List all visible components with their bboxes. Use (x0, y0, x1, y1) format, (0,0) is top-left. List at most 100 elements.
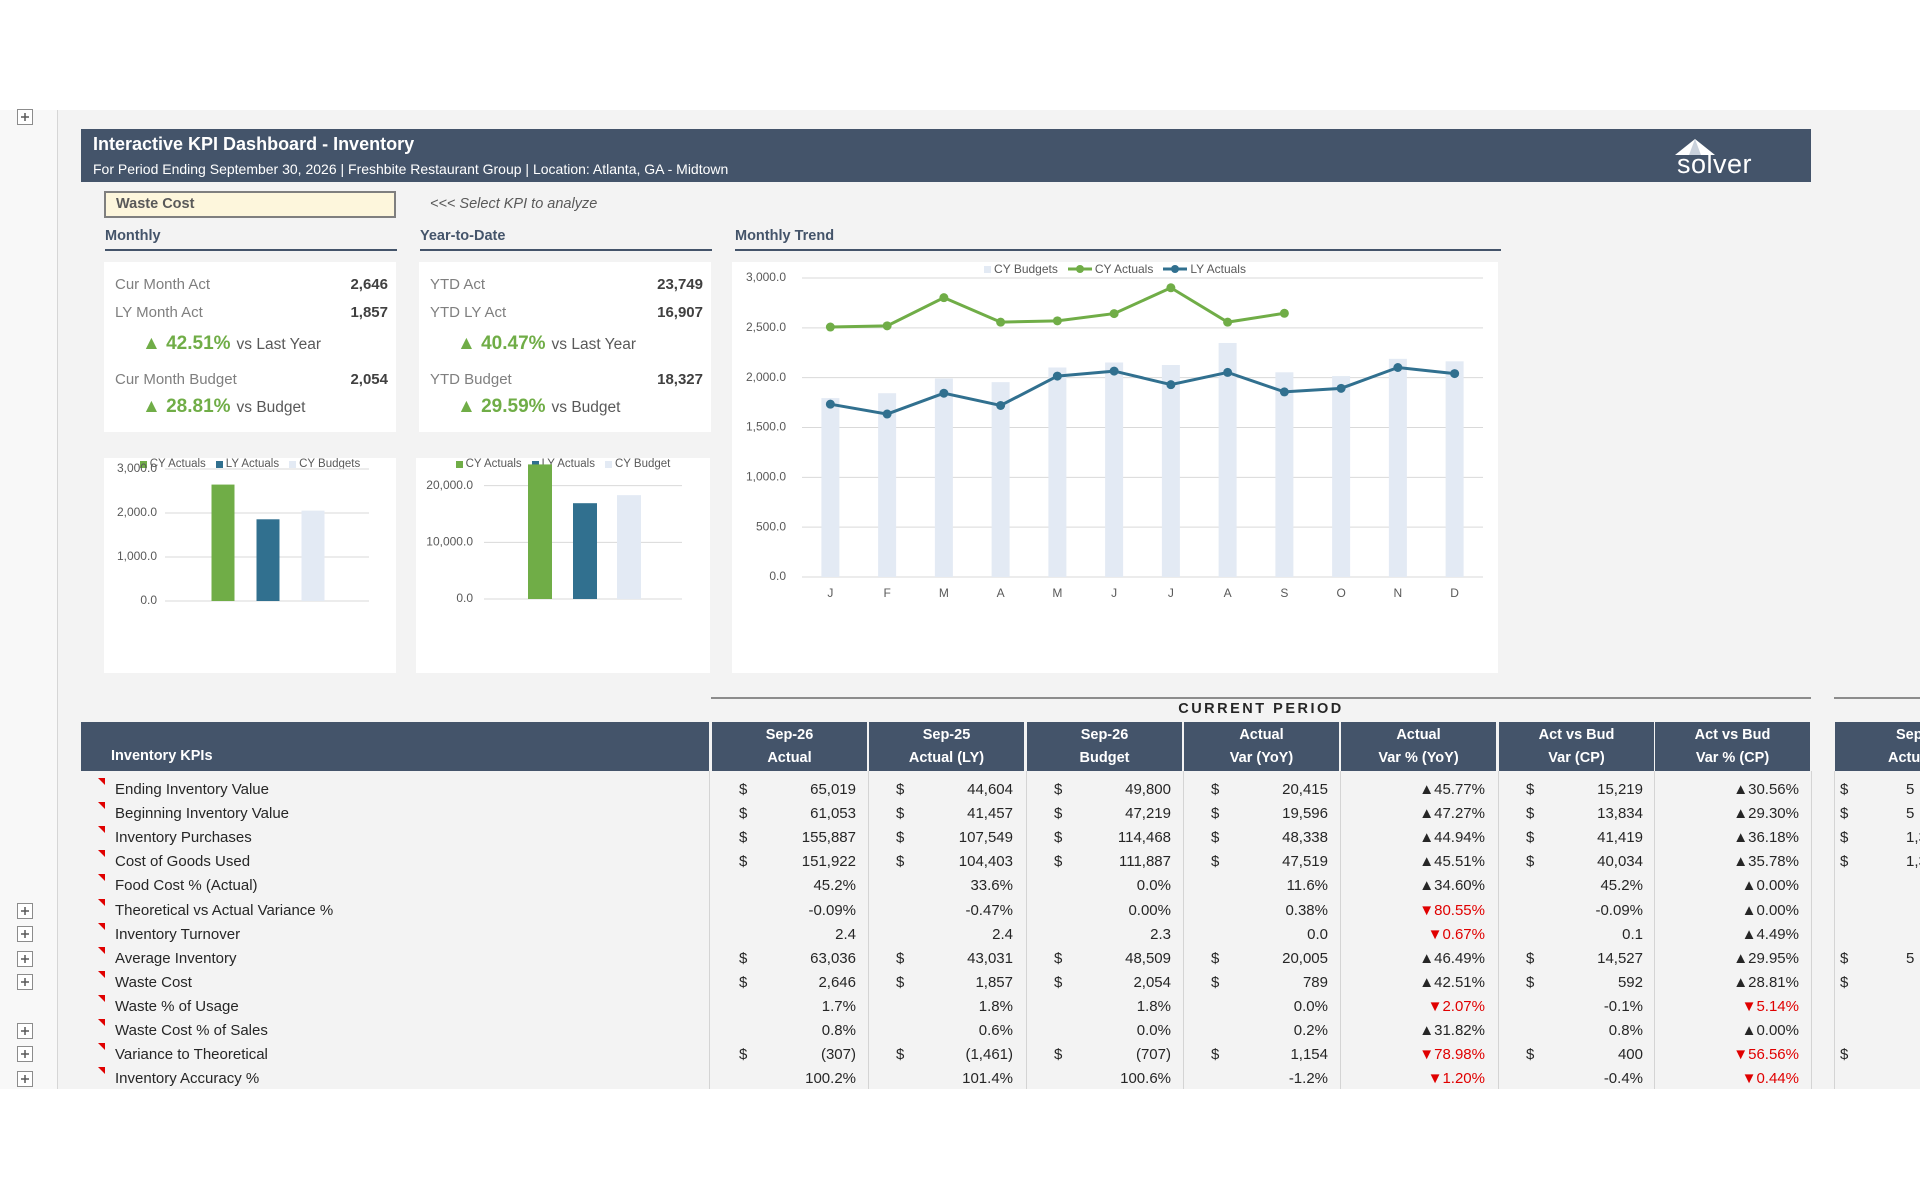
line-series (830, 365, 1455, 416)
currency-symbol: $ (1211, 829, 1220, 847)
plus-icon (21, 1050, 29, 1058)
x-tick-label: J (1168, 586, 1174, 600)
legend-label: CY Budgets (994, 262, 1058, 276)
outline-expand-button[interactable] (17, 903, 33, 919)
legend: CY Budgets CY Actuals LY Actuals (732, 262, 1498, 276)
currency-symbol: $ (1054, 781, 1063, 798)
row-label: Variance to Theoretical (115, 1046, 268, 1064)
period-rule (711, 697, 1811, 699)
cell-value: 2,646 (818, 973, 856, 991)
period-rule (1834, 697, 1920, 699)
column-divider (1498, 771, 1499, 1089)
y-tick-label: 1,500.0 (746, 420, 786, 434)
row-label: Food Cost % (Actual) (115, 877, 258, 895)
cell-value: ▲4.49% (1741, 925, 1799, 943)
cell-value: ▼0.67% (1427, 925, 1485, 943)
legend-item: LY Actuals (531, 458, 595, 470)
table-header-cell: Sep-25 Actual (LY) (869, 722, 1024, 771)
row-label: Ending Inventory Value (115, 781, 269, 798)
x-tick-label: A (1224, 586, 1232, 600)
bar (1161, 365, 1180, 577)
header-bar: Interactive KPI Dashboard - Inventory Fo… (81, 129, 1811, 182)
line-marker (1166, 283, 1176, 293)
bar (301, 510, 325, 601)
legend-item: CY Budget (604, 458, 670, 470)
legend-label: CY Actuals (149, 458, 206, 470)
cell-value: 0.0% (1136, 877, 1171, 895)
comment-indicator (98, 946, 105, 954)
plus-icon (21, 930, 29, 938)
column-header-bottom: Var % (CP) (1695, 750, 1770, 766)
table-header-cell: Act vs Bud Var % (CP) (1655, 722, 1810, 771)
y-tick-label: 0.0 (456, 591, 473, 605)
legend-swatch (289, 460, 297, 468)
y-tick-label: 3,000.0 (746, 270, 786, 284)
row-label: Beginning Inventory Value (115, 805, 290, 823)
cell-value: (707) (1135, 1046, 1171, 1064)
legend-item: CY Budgets (984, 262, 1058, 276)
kpi-value: 2,646 (350, 276, 388, 293)
currency-symbol: $ (1526, 1046, 1535, 1064)
currency-symbol: $ (1526, 829, 1535, 847)
cell-value: 100.2% (805, 1070, 856, 1088)
currency-symbol: $ (1054, 805, 1063, 823)
currency-symbol: $ (739, 973, 748, 991)
line-marker (939, 293, 949, 303)
cell-value: 41,419 (1597, 829, 1643, 847)
kpi-comparison: ▲ 29.59% vs Budget (457, 396, 620, 418)
outline-expand-button[interactable] (17, 1023, 33, 1039)
cell-value: ▲30.56% (1733, 781, 1799, 798)
kpi-change: ▲ 42.51% (142, 333, 231, 354)
comment-triangle (98, 922, 105, 930)
outline-expand-button[interactable] (17, 974, 33, 990)
outline-expand-button[interactable] (17, 1071, 33, 1087)
kpi-selector[interactable]: Waste Cost (104, 191, 396, 218)
bar (1332, 376, 1351, 577)
y-tick-label: 1,000.0 (746, 470, 786, 484)
comment-indicator (98, 1043, 105, 1051)
currency-symbol: $ (1526, 805, 1535, 823)
comment-triangle (98, 874, 105, 882)
outline-expand-button[interactable] (17, 109, 33, 125)
bar (1218, 342, 1237, 577)
outline-expand-button[interactable] (17, 926, 33, 942)
currency-symbol: $ (739, 1046, 748, 1064)
kpi-change: ▲ 40.47% (457, 333, 546, 354)
cell-value: 11.6% (1286, 877, 1328, 895)
column-header-bottom: Actual (LY) (908, 750, 985, 766)
legend-item: CY Actuals (1067, 262, 1153, 276)
legend-item: LY Actuals (1163, 262, 1246, 276)
comment-triangle (98, 970, 105, 978)
comment-indicator (98, 874, 105, 882)
column-divider (1026, 771, 1027, 1089)
cell-value: 15,219 (1597, 781, 1643, 798)
legend-item: CY Budgets (289, 458, 360, 470)
cell-value: ▲36.18% (1733, 829, 1799, 847)
bar (1105, 362, 1124, 577)
currency-symbol: $ (1211, 1046, 1220, 1064)
bar (1388, 358, 1407, 577)
table-header-cell: Actual Var (YoY) (1184, 722, 1339, 771)
bar (256, 519, 280, 601)
outline-expand-button[interactable] (17, 951, 33, 967)
currency-symbol: $ (1211, 949, 1220, 967)
cell-value: 789 (1302, 973, 1328, 991)
cell-value: 1,3 (1906, 853, 1920, 871)
cell-value: 19,596 (1282, 805, 1328, 823)
cell-value: (1,461) (965, 1046, 1013, 1064)
cell-value: -0.47% (965, 901, 1013, 919)
line-marker (996, 400, 1006, 410)
column-header-bottom: Var (YoY) (1229, 750, 1294, 766)
plus-icon (21, 113, 29, 121)
row-label: Inventory Purchases (115, 829, 252, 847)
x-tick-label: M (1052, 586, 1062, 600)
line-marker (1279, 387, 1289, 397)
outline-expand-button[interactable] (17, 1046, 33, 1062)
chart: 0.0 10,000.0 20,000.0 (426, 464, 682, 605)
column-header-top: Sep-25 (922, 727, 971, 743)
line-marker (1450, 369, 1460, 379)
comment-indicator (98, 850, 105, 858)
cell-value: 0.8% (821, 1022, 856, 1039)
column-header-top: Sep-26 (1080, 727, 1129, 743)
